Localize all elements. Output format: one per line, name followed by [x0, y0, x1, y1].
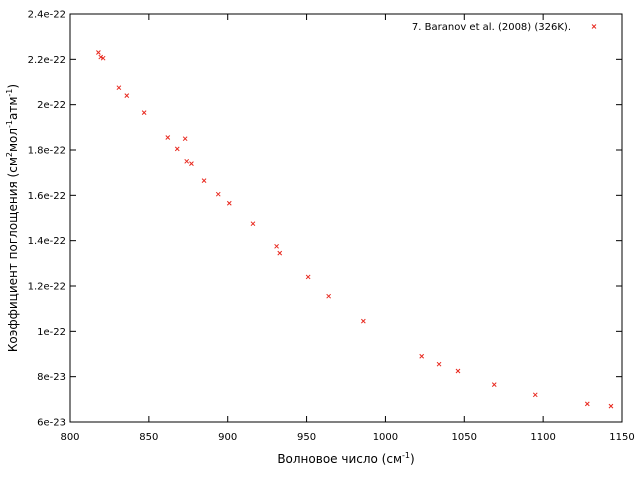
data-point: [277, 250, 283, 256]
data-point: [98, 54, 104, 60]
y-axis-label-part-1: Коэффициент поглощения (см: [6, 157, 20, 352]
x-tick-label: 1150: [609, 432, 634, 443]
y-tick-label: 8e-23: [37, 372, 66, 383]
x-tick-label: 1050: [452, 432, 477, 443]
data-point: [419, 353, 425, 359]
data-point: [182, 136, 188, 142]
x-axis-label-main: Волновое число (см: [277, 452, 402, 466]
x-axis: 800 850 900 950 1000 1050 1100 1150: [60, 14, 635, 443]
y-axis-label-sup-3: -1: [5, 89, 14, 97]
data-point: [116, 85, 122, 91]
data-point: [184, 158, 190, 164]
y-axis-label-part-4: ): [6, 84, 20, 89]
data-point: [326, 293, 332, 299]
data-point: [250, 221, 256, 227]
legend-marker-symbol: [591, 24, 597, 29]
data-point: [436, 361, 442, 367]
x-tick-label: 1100: [530, 432, 555, 443]
data-point: [274, 243, 279, 249]
data-point: [608, 403, 614, 409]
data-point: [141, 110, 147, 115]
data-point: [124, 93, 130, 98]
data-point: [532, 392, 538, 398]
data-point: [215, 191, 221, 197]
y-tick-label: 2.2e-22: [28, 55, 66, 66]
x-tick-label: 900: [218, 432, 237, 443]
y-axis: 6e-23 8e-23 1e-22 1.2e-22 1.4e-22 1.6e-22 1.8e…: [28, 10, 622, 429]
y-axis-label-part-2: мол: [6, 128, 20, 152]
y-tick-label: 1.6e-22: [28, 191, 66, 202]
x-axis-label-end: ): [410, 452, 415, 466]
y-tick-label: 1e-22: [37, 327, 66, 338]
legend-marker: [591, 24, 597, 29]
data-point: [455, 368, 461, 374]
legend-entry-label: 7. Baranov et al. (2008) (326K).: [412, 22, 571, 33]
data-point: [174, 146, 180, 152]
data-point: [201, 178, 207, 183]
plot-frame: [69, 13, 623, 423]
y-tick-label: 1.8e-22: [28, 146, 66, 157]
data-point: [96, 50, 101, 55]
y-tick-label: 2.4e-22: [28, 10, 66, 21]
x-tick-label: 800: [60, 432, 79, 443]
x-tick-label: 950: [297, 432, 316, 443]
y-axis-label-part-3: атм: [6, 97, 20, 120]
y-axis-label: Коэффициент поглощения (см2мол-1атм-1): [5, 84, 20, 352]
data-point: [305, 274, 311, 280]
data-point: [100, 55, 106, 61]
x-tick-label: 1000: [373, 432, 398, 443]
data-point: [491, 382, 497, 387]
legend: 7. Baranov et al. (2008) (326K).: [412, 22, 597, 33]
x-axis-label-sup: -1: [402, 451, 410, 460]
x-tick-label: 850: [139, 432, 158, 443]
data-point: [189, 161, 194, 166]
data-point: [360, 318, 366, 324]
y-axis-label-sup-1: 2: [5, 152, 14, 157]
y-tick-label: 1.4e-22: [28, 236, 66, 247]
y-tick-label: 2e-22: [37, 100, 66, 111]
data-point: [226, 200, 232, 206]
data-point: [584, 401, 590, 407]
y-axis-label-sup-2: -1: [5, 120, 14, 128]
data-series: [96, 50, 614, 409]
data-point: [165, 135, 171, 140]
y-tick-label: 1.2e-22: [28, 282, 66, 293]
x-axis-label: Волновое число (см-1): [277, 451, 414, 466]
y-tick-label: 6e-23: [37, 418, 66, 429]
